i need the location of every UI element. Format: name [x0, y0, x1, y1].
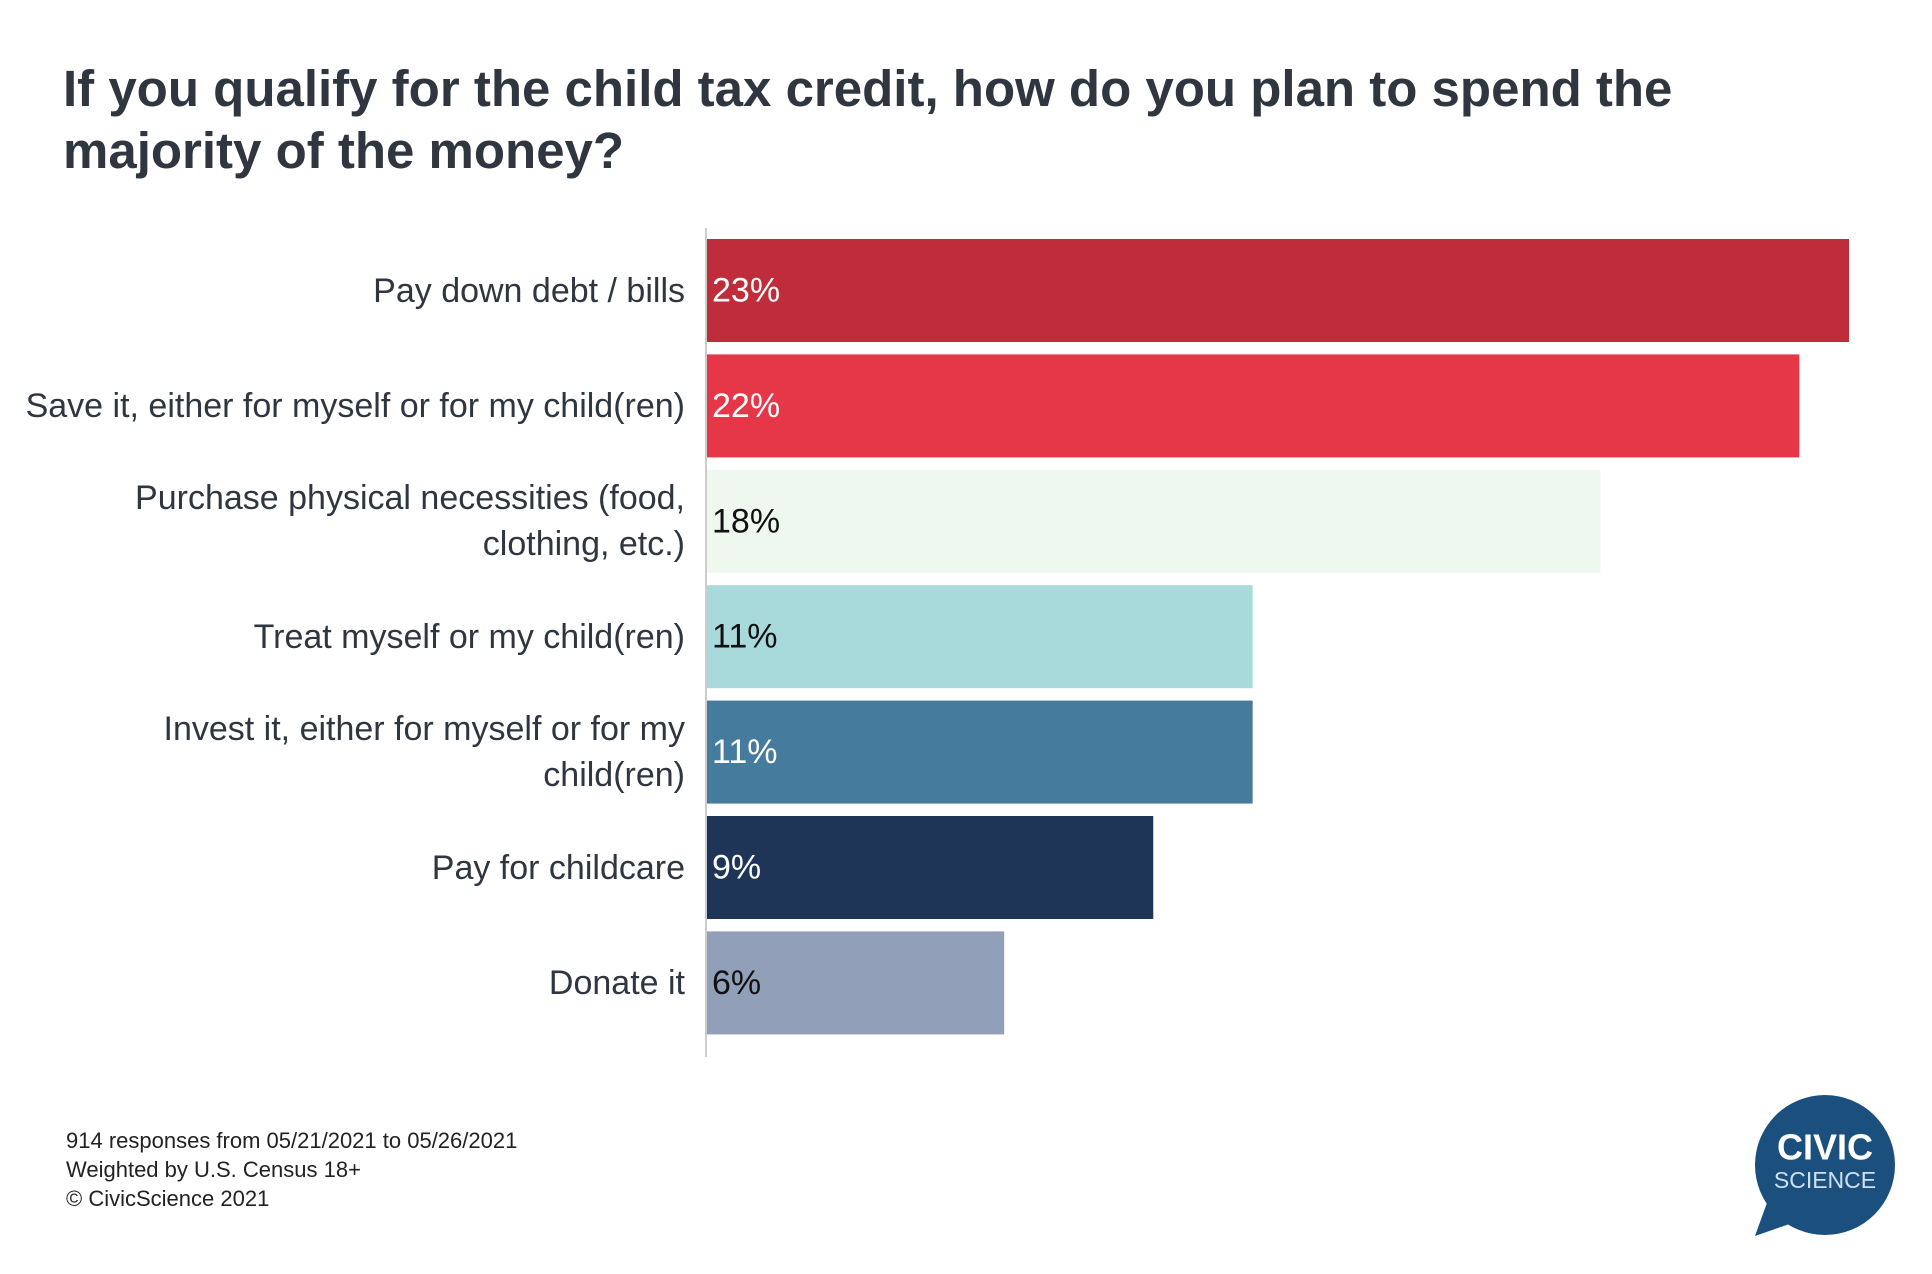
value-label: 11%: [712, 618, 778, 656]
footnote: 914 responses from 05/21/2021 to 05/26/2…: [66, 1128, 518, 1153]
bar: [706, 469, 1601, 573]
bar: [706, 239, 1849, 342]
bar: [706, 816, 1154, 919]
footnote: Weighted by U.S. Census 18+: [66, 1157, 361, 1182]
bar: [706, 354, 1800, 458]
footnote: © CivicScience 2021: [66, 1186, 270, 1211]
chart-title: If you qualify for the child tax credit,…: [63, 60, 1673, 179]
logo-circle: [1755, 1095, 1895, 1235]
bar: [706, 700, 1253, 804]
y-tick-label: Save it, either for myself or for my chi…: [25, 386, 685, 425]
value-label: 23%: [712, 271, 780, 309]
value-label: 6%: [712, 964, 761, 1002]
y-tick-label: Pay for childcare: [431, 848, 685, 887]
value-label: 22%: [712, 387, 780, 425]
y-tick-label: Donate it: [548, 963, 685, 1002]
y-tick-label: Purchase physical necessities (food, clo…: [135, 479, 685, 564]
value-label: 11%: [712, 733, 778, 771]
value-label: 9%: [712, 848, 761, 886]
value-label: 18%: [712, 502, 780, 540]
y-tick-label: Treat myself or my child(ren): [253, 617, 685, 656]
logo-tail: [1755, 1200, 1795, 1236]
y-tick-label: Pay down debt / bills: [373, 271, 685, 310]
logo-text: SCIENCE: [1774, 1167, 1876, 1193]
logo-text: CIVIC: [1777, 1127, 1873, 1168]
y-tick-label: Invest it, either for myself or for my c…: [163, 710, 685, 795]
bar: [706, 585, 1253, 689]
bar: [706, 931, 1005, 1035]
